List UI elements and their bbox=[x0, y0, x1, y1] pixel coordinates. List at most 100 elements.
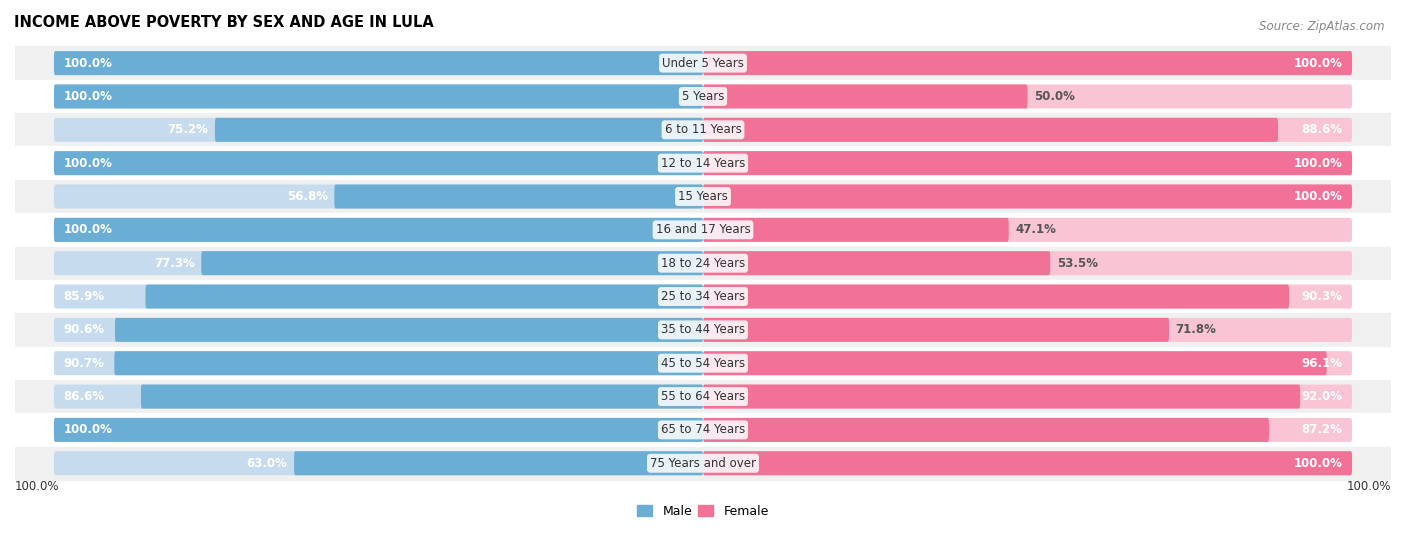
FancyBboxPatch shape bbox=[114, 351, 703, 375]
Text: 55 to 64 Years: 55 to 64 Years bbox=[661, 390, 745, 403]
FancyBboxPatch shape bbox=[703, 251, 1050, 275]
FancyBboxPatch shape bbox=[703, 285, 1353, 309]
Text: 100.0%: 100.0% bbox=[1294, 190, 1343, 203]
Text: 75.2%: 75.2% bbox=[167, 123, 208, 136]
Text: 100.0%: 100.0% bbox=[1294, 457, 1343, 470]
Bar bbox=[15, 113, 1391, 147]
Bar bbox=[15, 80, 1391, 113]
Text: 25 to 34 Years: 25 to 34 Years bbox=[661, 290, 745, 303]
Text: 65 to 74 Years: 65 to 74 Years bbox=[661, 424, 745, 436]
Bar bbox=[15, 247, 1391, 280]
FancyBboxPatch shape bbox=[53, 51, 703, 75]
Text: Under 5 Years: Under 5 Years bbox=[662, 56, 744, 70]
Text: 96.1%: 96.1% bbox=[1302, 357, 1343, 370]
FancyBboxPatch shape bbox=[703, 51, 1353, 75]
Text: 100.0%: 100.0% bbox=[1294, 56, 1343, 70]
FancyBboxPatch shape bbox=[703, 185, 1353, 209]
FancyBboxPatch shape bbox=[703, 118, 1353, 142]
FancyBboxPatch shape bbox=[53, 285, 703, 309]
Text: 75 Years and over: 75 Years and over bbox=[650, 457, 756, 470]
FancyBboxPatch shape bbox=[703, 318, 1168, 342]
FancyBboxPatch shape bbox=[53, 118, 703, 142]
FancyBboxPatch shape bbox=[703, 285, 1289, 309]
Text: 90.6%: 90.6% bbox=[63, 324, 104, 336]
Text: 100.0%: 100.0% bbox=[63, 56, 112, 70]
FancyBboxPatch shape bbox=[703, 185, 1353, 209]
FancyBboxPatch shape bbox=[215, 118, 703, 142]
Bar bbox=[15, 347, 1391, 380]
FancyBboxPatch shape bbox=[53, 151, 703, 175]
FancyBboxPatch shape bbox=[703, 451, 1353, 475]
Text: 50.0%: 50.0% bbox=[1033, 90, 1076, 103]
Text: 100.0%: 100.0% bbox=[1347, 480, 1391, 493]
Text: 100.0%: 100.0% bbox=[63, 157, 112, 170]
FancyBboxPatch shape bbox=[53, 185, 703, 209]
FancyBboxPatch shape bbox=[703, 451, 1353, 475]
Text: 15 Years: 15 Years bbox=[678, 190, 728, 203]
Text: 88.6%: 88.6% bbox=[1301, 123, 1343, 136]
FancyBboxPatch shape bbox=[115, 318, 703, 342]
Text: 45 to 54 Years: 45 to 54 Years bbox=[661, 357, 745, 370]
FancyBboxPatch shape bbox=[703, 84, 1028, 108]
FancyBboxPatch shape bbox=[703, 418, 1353, 442]
Bar bbox=[15, 280, 1391, 313]
FancyBboxPatch shape bbox=[53, 84, 703, 108]
FancyBboxPatch shape bbox=[145, 285, 703, 309]
Bar bbox=[15, 180, 1391, 213]
Text: 63.0%: 63.0% bbox=[246, 457, 288, 470]
FancyBboxPatch shape bbox=[53, 151, 703, 175]
Legend: Male, Female: Male, Female bbox=[633, 499, 773, 522]
Bar bbox=[15, 147, 1391, 180]
Text: 16 and 17 Years: 16 and 17 Years bbox=[655, 223, 751, 237]
FancyBboxPatch shape bbox=[53, 218, 703, 242]
FancyBboxPatch shape bbox=[53, 351, 703, 375]
Text: 100.0%: 100.0% bbox=[63, 90, 112, 103]
Text: 100.0%: 100.0% bbox=[1294, 157, 1343, 170]
FancyBboxPatch shape bbox=[53, 418, 703, 442]
Text: 6 to 11 Years: 6 to 11 Years bbox=[665, 123, 741, 136]
Bar bbox=[15, 413, 1391, 446]
FancyBboxPatch shape bbox=[53, 51, 703, 75]
Bar bbox=[15, 46, 1391, 80]
FancyBboxPatch shape bbox=[703, 218, 1353, 242]
FancyBboxPatch shape bbox=[201, 251, 703, 275]
Text: 47.1%: 47.1% bbox=[1015, 223, 1056, 237]
FancyBboxPatch shape bbox=[294, 451, 703, 475]
FancyBboxPatch shape bbox=[53, 384, 703, 408]
Text: 100.0%: 100.0% bbox=[15, 480, 59, 493]
Bar bbox=[15, 313, 1391, 347]
Text: Source: ZipAtlas.com: Source: ZipAtlas.com bbox=[1260, 20, 1385, 32]
FancyBboxPatch shape bbox=[703, 251, 1353, 275]
FancyBboxPatch shape bbox=[335, 185, 703, 209]
FancyBboxPatch shape bbox=[703, 84, 1353, 108]
Text: 90.7%: 90.7% bbox=[63, 357, 104, 370]
Text: 18 to 24 Years: 18 to 24 Years bbox=[661, 257, 745, 270]
FancyBboxPatch shape bbox=[703, 51, 1353, 75]
Text: 85.9%: 85.9% bbox=[63, 290, 105, 303]
FancyBboxPatch shape bbox=[703, 418, 1270, 442]
FancyBboxPatch shape bbox=[53, 251, 703, 275]
Text: 90.3%: 90.3% bbox=[1302, 290, 1343, 303]
Text: 56.8%: 56.8% bbox=[287, 190, 328, 203]
Text: 86.6%: 86.6% bbox=[63, 390, 105, 403]
Text: 100.0%: 100.0% bbox=[63, 223, 112, 237]
Text: 77.3%: 77.3% bbox=[155, 257, 195, 270]
FancyBboxPatch shape bbox=[703, 351, 1353, 375]
FancyBboxPatch shape bbox=[53, 451, 703, 475]
FancyBboxPatch shape bbox=[53, 418, 703, 442]
Text: INCOME ABOVE POVERTY BY SEX AND AGE IN LULA: INCOME ABOVE POVERTY BY SEX AND AGE IN L… bbox=[14, 15, 433, 30]
FancyBboxPatch shape bbox=[703, 384, 1353, 408]
Text: 53.5%: 53.5% bbox=[1057, 257, 1098, 270]
Bar bbox=[15, 213, 1391, 247]
Bar bbox=[15, 380, 1391, 413]
Text: 92.0%: 92.0% bbox=[1302, 390, 1343, 403]
FancyBboxPatch shape bbox=[703, 151, 1353, 175]
FancyBboxPatch shape bbox=[703, 318, 1353, 342]
FancyBboxPatch shape bbox=[703, 218, 1008, 242]
Text: 71.8%: 71.8% bbox=[1175, 324, 1216, 336]
Text: 35 to 44 Years: 35 to 44 Years bbox=[661, 324, 745, 336]
FancyBboxPatch shape bbox=[703, 351, 1327, 375]
FancyBboxPatch shape bbox=[141, 384, 703, 408]
Text: 100.0%: 100.0% bbox=[63, 424, 112, 436]
Text: 5 Years: 5 Years bbox=[682, 90, 724, 103]
